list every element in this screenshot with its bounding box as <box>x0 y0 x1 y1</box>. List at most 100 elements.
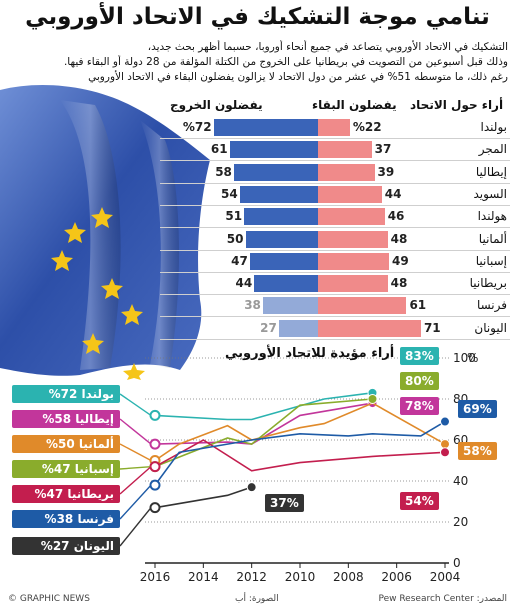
leave-bar <box>233 163 318 181</box>
leave-bar <box>249 252 318 270</box>
x-tick-label: 2004 <box>430 570 461 584</box>
legend-connector <box>119 418 152 445</box>
y-tick-label: 0 <box>453 556 461 570</box>
leave-value: 47 <box>231 253 248 268</box>
leave-value: 27 <box>260 320 277 335</box>
series-end-point <box>440 439 450 450</box>
legend-item: بريطانيا 47% <box>12 485 120 503</box>
leave-value: %72 <box>182 120 212 134</box>
stay-bar <box>318 252 390 270</box>
bar-row: %72 %22 بولندا <box>0 117 515 139</box>
series-start-point <box>149 438 161 450</box>
series-line-4 <box>154 439 446 472</box>
leave-bar <box>239 185 318 203</box>
stay-bar <box>318 275 388 293</box>
series-start-point <box>149 409 161 421</box>
stay-bar <box>318 163 375 181</box>
stay-bar <box>318 185 382 203</box>
x-tick-label: 2006 <box>381 570 412 584</box>
country-label: اليونان <box>474 320 507 335</box>
end-value-tag: 83% <box>400 347 439 365</box>
page-title: تنامي موجة التشكيك في الاتحاد الأوروبي <box>25 4 490 30</box>
bar-row: 47 49 إسبانيا <box>0 251 515 273</box>
source: المصدر: Pew Research Center <box>378 594 507 604</box>
leave-value: 38 <box>244 298 261 313</box>
country-label: ألمانيا <box>478 231 507 246</box>
series-line-5 <box>154 420 446 486</box>
legend-item: ألمانيا 50% <box>12 435 120 453</box>
stay-bar <box>318 119 350 136</box>
stay-value: 37 <box>374 142 392 157</box>
eu-flag-image <box>0 85 210 380</box>
legend-item: إسبانيا 47% <box>12 460 120 478</box>
stay-value: 48 <box>390 231 408 246</box>
bar-row: 38 61 فرنسا <box>0 295 515 317</box>
end-value-tag: 80% <box>400 372 439 390</box>
intro-line: رغم ذلك، ما متوسطه 51% في عشر من دول الا… <box>88 71 508 83</box>
row-separator <box>160 316 510 318</box>
legend-item: إيطاليا 58% <box>12 410 120 428</box>
stay-value: 39 <box>377 164 395 179</box>
series-end-point <box>246 482 257 493</box>
legend-item: فرنسا 38% <box>12 510 120 528</box>
leave-bar <box>244 208 318 226</box>
leave-bar <box>245 230 318 248</box>
legend-connector <box>119 466 152 495</box>
y-tick-label: 20 <box>453 515 468 529</box>
stay-bar <box>318 141 372 159</box>
x-tick-label: 2016 <box>140 570 171 584</box>
stay-bar <box>318 297 407 315</box>
stay-bar <box>318 208 385 226</box>
leave-value: 54 <box>220 186 238 201</box>
bar-row: 27 71 اليونان <box>0 318 515 340</box>
series-line-2 <box>154 402 446 462</box>
bar-row: 50 48 ألمانيا <box>0 229 515 251</box>
intro-line: وذلك قبل أسبوعين من التصويت في بريطانيا … <box>63 56 508 68</box>
country-label: فرنسا <box>476 298 507 313</box>
stay-bar <box>318 319 421 337</box>
country-label: السويد <box>473 186 507 201</box>
stay-value: 48 <box>390 276 408 291</box>
row-separator <box>160 227 510 229</box>
country-label: هولندا <box>477 209 507 224</box>
bar-row: 61 37 المجر <box>0 139 515 161</box>
intro-text: التشكيك في الاتحاد الأوروبي يتصاعد في جم… <box>8 40 508 85</box>
y-unit-label: % <box>467 351 478 365</box>
bar-row: 44 48 بريطانيا <box>0 273 515 295</box>
leave-value: 61 <box>210 142 228 157</box>
country-label: المجر <box>478 142 507 157</box>
x-tick-label: 2008 <box>333 570 364 584</box>
series-line-6 <box>154 486 252 509</box>
series-start-point <box>149 461 161 473</box>
legend-item: اليونان 27% <box>12 537 120 555</box>
bar-row: 54 44 السويد <box>0 184 515 206</box>
country-header: أراء حول الاتحاد <box>410 98 504 112</box>
legend-connector <box>119 443 152 462</box>
leave-value: 50 <box>226 231 244 246</box>
end-value-tag: 69% <box>458 400 497 418</box>
country-label: إسبانيا <box>475 253 507 268</box>
country-label: إيطاليا <box>475 164 507 179</box>
leave-value: 44 <box>235 276 253 291</box>
row-separator <box>160 338 510 340</box>
row-separator <box>160 271 510 273</box>
row-separator <box>160 204 510 206</box>
legend-connector <box>119 393 152 416</box>
bar-row: 51 46 هولندا <box>0 206 515 228</box>
row-separator <box>160 160 510 162</box>
legend-connector <box>119 465 152 470</box>
y-tick-label: 40 <box>453 474 468 488</box>
series-end-point <box>440 416 450 427</box>
stay-value: 61 <box>409 298 427 313</box>
x-tick-label: 2012 <box>236 570 267 584</box>
end-value-tag: 78% <box>400 397 439 415</box>
row-separator <box>160 249 510 251</box>
end-value-tag: 37% <box>265 494 304 512</box>
leave-bar <box>229 141 318 159</box>
series-end-point <box>367 394 378 404</box>
leave-bar <box>213 119 318 136</box>
stay-value: 71 <box>423 320 441 335</box>
leave-bar <box>278 319 318 337</box>
stay-bar <box>318 230 388 248</box>
